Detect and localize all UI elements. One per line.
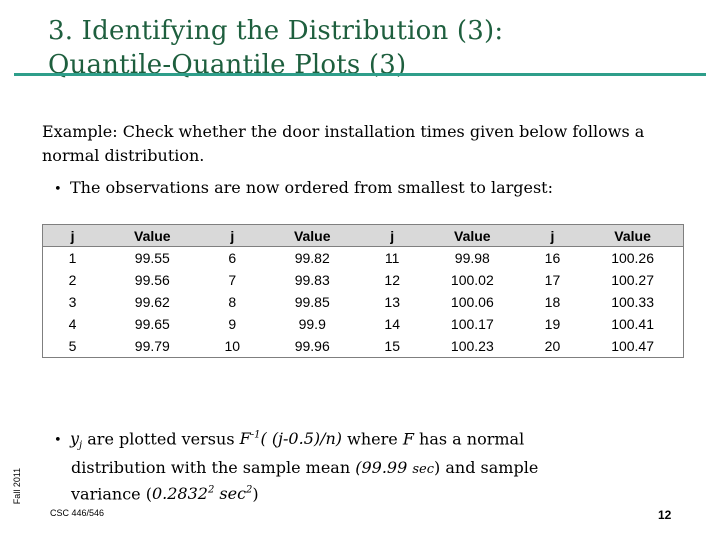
cell-j: 2 xyxy=(68,272,77,288)
table-row: 2 99.56 7 99.83 12 100.02 17 100.27 xyxy=(43,269,684,291)
observations-table: j Value j Value j Value j Value 1 99.55 … xyxy=(42,224,684,358)
cell-j: 9 xyxy=(228,316,237,332)
cell-value: 99.96 xyxy=(294,338,330,354)
sample-mean: (99.99 sec xyxy=(355,457,435,477)
footer-course: CSC 446/546 xyxy=(50,508,105,518)
cell-j: 13 xyxy=(384,294,400,310)
cell-value: 99.83 xyxy=(294,272,330,288)
bullet-icon: • xyxy=(54,182,62,197)
cell-value: 100.41 xyxy=(611,316,655,332)
slide-title-line2: Quantile-Quantile Plots (3) xyxy=(48,50,407,80)
cell-value: 100.47 xyxy=(611,338,655,354)
cell-value: 99.65 xyxy=(134,316,170,332)
table-row: 4 99.65 9 99.9 14 100.17 19 100.41 xyxy=(43,313,684,335)
table-row: 3 99.62 8 99.85 13 100.06 18 100.33 xyxy=(43,291,684,313)
cell-j: 3 xyxy=(68,294,77,310)
table-header-row: j Value j Value j Value j Value xyxy=(42,224,684,247)
cell-value: 99.9 xyxy=(298,316,326,332)
cell-j: 14 xyxy=(384,316,400,332)
cell-value: 99.56 xyxy=(134,272,170,288)
cell-j: 6 xyxy=(228,250,237,266)
cell-value: 99.55 xyxy=(134,250,170,266)
bullet2-line2: distribution with the sample mean (99.99… xyxy=(71,457,539,477)
cell-j: 16 xyxy=(544,250,561,266)
inverse-cdf-expression: F-1( (j-0.5)/n) xyxy=(239,429,343,449)
cell-j: 17 xyxy=(544,272,561,288)
cell-value: 100.06 xyxy=(450,294,494,310)
cell-value: 100.23 xyxy=(450,338,494,354)
header-j: j xyxy=(522,224,583,247)
header-value: Value xyxy=(421,224,523,247)
cell-j: 1 xyxy=(68,250,77,266)
cell-value: 100.17 xyxy=(450,316,494,332)
bullet-ordered-observations: • The observations are now ordered from s… xyxy=(54,177,694,201)
cell-value: 99.79 xyxy=(134,338,170,354)
cell-value: 100.26 xyxy=(611,250,655,266)
yj-symbol: yj xyxy=(70,429,83,452)
cell-value: 100.27 xyxy=(611,272,655,288)
cell-j: 4 xyxy=(68,316,77,332)
table-row: 1 99.55 6 99.82 11 99.98 16 100.26 xyxy=(43,247,684,270)
cell-j: 18 xyxy=(544,294,561,310)
header-value: Value xyxy=(262,224,363,247)
slide-title: 3. Identifying the Distribution (3): Qua… xyxy=(48,14,688,82)
cell-j: 7 xyxy=(228,272,237,288)
cell-value: 99.85 xyxy=(294,294,330,310)
header-j: j xyxy=(362,224,422,247)
cell-value: 99.98 xyxy=(454,250,490,266)
bullet-qq-explanation: • yj are plotted versus F-1( (j-0.5)/n) w… xyxy=(54,425,654,504)
bullet-text: The observations are now ordered from sm… xyxy=(70,178,553,197)
header-j: j xyxy=(202,224,263,247)
intro-text: Example: Check whether the door installa… xyxy=(42,122,645,165)
cell-j: 5 xyxy=(68,338,77,354)
header-j: j xyxy=(42,224,103,247)
header-value: Value xyxy=(582,224,684,247)
sample-variance: 0.28322 sec2 xyxy=(151,483,253,503)
cell-j: 19 xyxy=(544,316,561,332)
page-number: 12 xyxy=(658,508,672,522)
bullet2-line3: variance (0.28322 sec2) xyxy=(71,483,259,503)
title-underline xyxy=(14,73,706,76)
cell-j: 20 xyxy=(544,338,561,354)
bullet-icon: • xyxy=(54,433,62,449)
cell-j: 11 xyxy=(384,250,400,266)
header-value: Value xyxy=(102,224,203,247)
cell-j: 12 xyxy=(384,272,400,288)
slide-title-line1: 3. Identifying the Distribution (3): xyxy=(48,16,504,46)
cell-value: 100.33 xyxy=(611,294,655,310)
cell-value: 99.82 xyxy=(294,250,330,266)
cell-j: 8 xyxy=(228,294,237,310)
cell-j: 10 xyxy=(224,338,241,354)
cell-j: 15 xyxy=(384,338,400,354)
table-row: 5 99.79 10 99.96 15 100.23 20 100.47 xyxy=(43,335,684,358)
cell-value: 100.02 xyxy=(450,272,494,288)
cell-value: 99.62 xyxy=(134,294,170,310)
side-semester-label: Fall 2011 xyxy=(12,467,22,505)
bullet2-line1: • yj are plotted versus F-1( (j-0.5)/n) w… xyxy=(54,429,525,452)
